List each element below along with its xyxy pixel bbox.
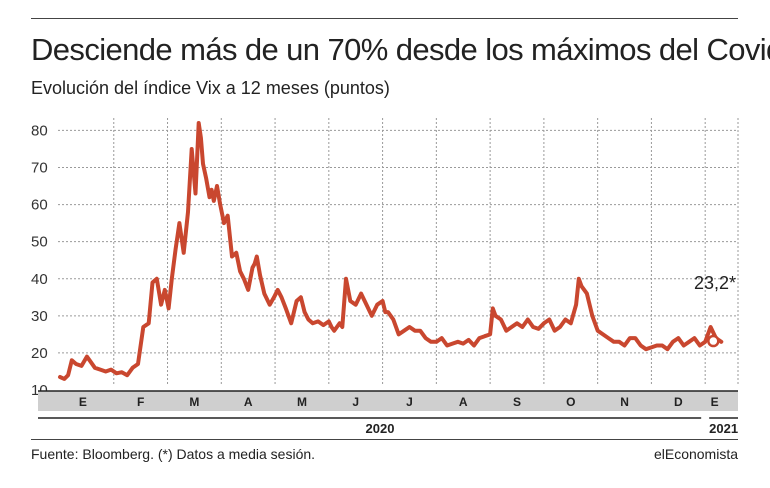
source-note: Fuente: Bloomberg. (*) Datos a media ses… xyxy=(31,446,316,462)
grid-lines xyxy=(58,118,739,386)
bottom-rule xyxy=(31,439,738,440)
month-label: N xyxy=(620,395,629,409)
chart-title: Desciende más de un 70% desde los máximo… xyxy=(31,32,770,67)
month-label: J xyxy=(406,395,413,409)
y-tick-label: 70 xyxy=(31,160,48,177)
month-label: F xyxy=(137,395,144,409)
month-label: E xyxy=(711,395,719,409)
year-label: 2021 xyxy=(709,421,738,436)
endpoint-marker xyxy=(707,334,720,348)
month-label: M xyxy=(189,395,199,409)
y-tick-label: 80 xyxy=(31,122,48,139)
month-label: A xyxy=(244,395,253,409)
series-layer xyxy=(58,121,724,381)
chart-subtitle: Evolución del índice Vix a 12 meses (pun… xyxy=(31,78,390,98)
series-line xyxy=(58,121,724,381)
brand-logo-text: elEconomista xyxy=(653,446,738,462)
month-label: A xyxy=(459,395,468,409)
month-label: O xyxy=(566,395,575,409)
y-tick-label: 40 xyxy=(31,271,48,288)
month-label: E xyxy=(79,395,87,409)
x-axis: E F M A M J J A S O N D E 2020 2021 xyxy=(38,390,738,436)
y-tick-label: 60 xyxy=(31,197,48,214)
month-label: D xyxy=(674,395,683,409)
y-tick-label: 20 xyxy=(31,345,48,362)
month-band xyxy=(38,391,738,411)
endpoint-label: 23,2* xyxy=(694,273,736,293)
y-tick-label: 50 xyxy=(31,234,48,251)
top-rule xyxy=(31,18,738,19)
y-axis-ticks: 1020304050607080 xyxy=(31,122,48,399)
month-label: S xyxy=(513,395,521,409)
annotation-layer: 23,2* xyxy=(694,273,736,348)
year-label: 2020 xyxy=(366,421,395,436)
month-label: J xyxy=(352,395,359,409)
month-label: M xyxy=(297,395,307,409)
y-tick-label: 30 xyxy=(31,308,48,325)
